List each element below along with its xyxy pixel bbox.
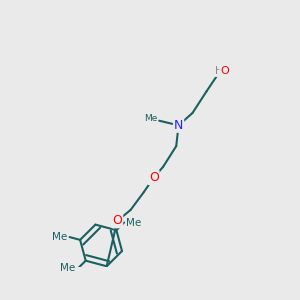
Text: O: O <box>220 66 229 76</box>
Text: H: H <box>215 66 223 76</box>
Text: Me: Me <box>126 218 142 228</box>
Text: N: N <box>174 119 183 132</box>
Text: O: O <box>112 214 122 227</box>
Text: Me: Me <box>61 263 76 273</box>
Text: O: O <box>149 171 159 184</box>
Text: Me: Me <box>52 232 67 242</box>
Text: Me: Me <box>144 114 158 123</box>
